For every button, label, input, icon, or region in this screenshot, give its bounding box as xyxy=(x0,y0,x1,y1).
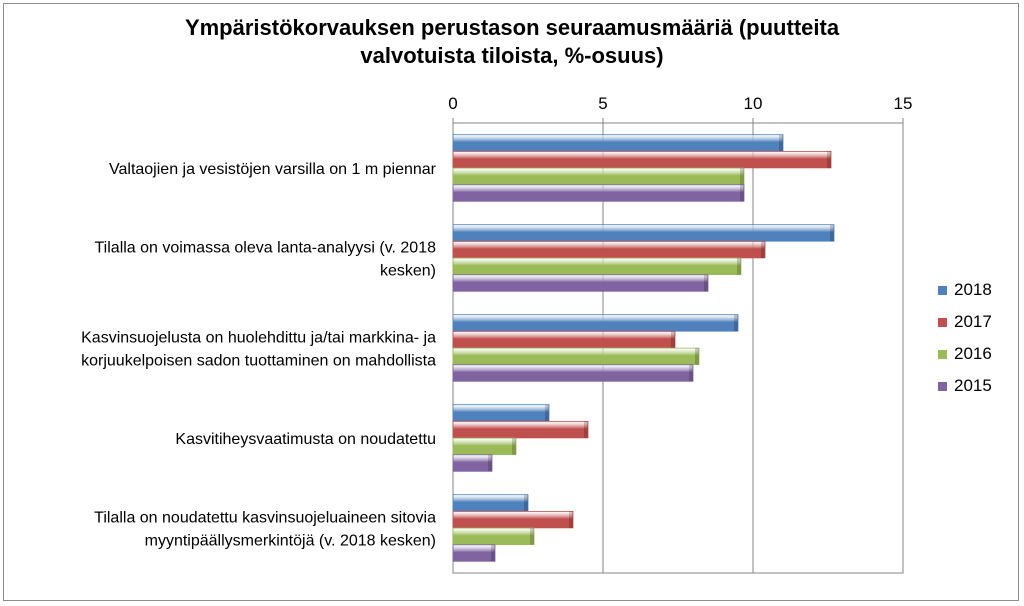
chart-legend: 2018 2017 2016 2015 xyxy=(938,278,1018,406)
bar-cap-2018 xyxy=(779,134,783,152)
chart-title-line-2: valvotuista tiloista, %-osuus) xyxy=(360,43,664,68)
legend-item-2018: 2018 xyxy=(938,278,1018,310)
bar-cap-2015 xyxy=(740,184,744,202)
bar-2016 xyxy=(452,167,745,186)
bar-2017 xyxy=(452,330,676,349)
bar-2016 xyxy=(452,347,700,366)
legend-swatch xyxy=(938,286,947,295)
x-tick-label: 0 xyxy=(448,94,457,113)
bar-2018 xyxy=(452,134,784,152)
category-label: Kasvinsuojelusta on huolehdittu ja/tai m… xyxy=(81,330,436,347)
bar-2016 xyxy=(452,437,517,456)
legend-swatch xyxy=(938,318,947,327)
bar-2018 xyxy=(452,314,739,332)
category-label: Tilalla on voimassa oleva lanta-analyysi… xyxy=(95,240,437,257)
bar-cap-2015 xyxy=(488,454,492,472)
bar-2017 xyxy=(452,240,766,259)
bar-2015 xyxy=(452,544,496,562)
legend-label: 2018 xyxy=(954,280,992,299)
bar-2015 xyxy=(452,454,493,472)
category-label: myyntipäällysmerkintöjä (v. 2018 kesken) xyxy=(145,533,436,550)
category-label: Valtaojien ja vesistöjen varsilla on 1 m… xyxy=(109,161,437,178)
legend-swatch xyxy=(938,350,947,359)
bar-cap-2016 xyxy=(740,168,744,185)
bar-cap-2016 xyxy=(695,348,699,365)
chart-title-line-1: Ympäristökorvauksen perustason seuraamus… xyxy=(184,15,840,40)
bar-2018 xyxy=(452,494,529,512)
bar-cap-2017 xyxy=(761,241,765,258)
bar-cap-2018 xyxy=(545,404,549,422)
chart-title: Ympäristökorvauksen perustason seuraamus… xyxy=(0,14,1024,70)
bar-2015 xyxy=(452,274,709,292)
legend-label: 2015 xyxy=(954,376,992,395)
x-tick-label: 5 xyxy=(598,94,607,113)
bar-cap-2016 xyxy=(737,258,741,275)
bar-2017 xyxy=(452,150,832,169)
bar-cap-2016 xyxy=(530,528,534,545)
legend-swatch xyxy=(938,382,947,391)
bar-cap-2016 xyxy=(512,438,516,455)
legend-label: 2017 xyxy=(954,312,992,331)
bar-cap-2015 xyxy=(704,274,708,292)
bar-cap-2017 xyxy=(671,331,675,348)
bar-2017 xyxy=(452,510,574,529)
bar-cap-2018 xyxy=(734,314,738,332)
bar-2016 xyxy=(452,527,535,545)
bar-2015 xyxy=(452,184,745,202)
legend-label: 2016 xyxy=(954,344,992,363)
bar-cap-2015 xyxy=(689,364,693,382)
bar-cap-2018 xyxy=(524,494,528,512)
bar-2018 xyxy=(452,224,835,242)
bar-cap-2018 xyxy=(830,224,834,242)
category-label: korjuukelpoisen sadon tuottaminen on mah… xyxy=(81,353,436,370)
bar-cap-2017 xyxy=(827,151,831,168)
legend-item-2016: 2016 xyxy=(938,342,1018,374)
legend-item-2017: 2017 xyxy=(938,310,1018,342)
category-label: kesken) xyxy=(380,263,436,280)
bar-2016 xyxy=(452,257,742,276)
bar-cap-2017 xyxy=(569,511,573,528)
category-label: Tilalla on noudatettu kasvinsuojeluainee… xyxy=(94,510,436,527)
category-label: Kasvitiheysvaatimusta on noudatettu xyxy=(175,431,436,448)
legend-item-2015: 2015 xyxy=(938,374,1018,406)
bar-2018 xyxy=(452,404,550,422)
x-tick-label: 15 xyxy=(894,94,913,113)
bar-cap-2015 xyxy=(491,544,495,562)
x-tick-label: 10 xyxy=(744,94,763,113)
bar-cap-2017 xyxy=(584,421,588,438)
bar-2017 xyxy=(452,420,589,439)
bar-2015 xyxy=(452,364,694,382)
